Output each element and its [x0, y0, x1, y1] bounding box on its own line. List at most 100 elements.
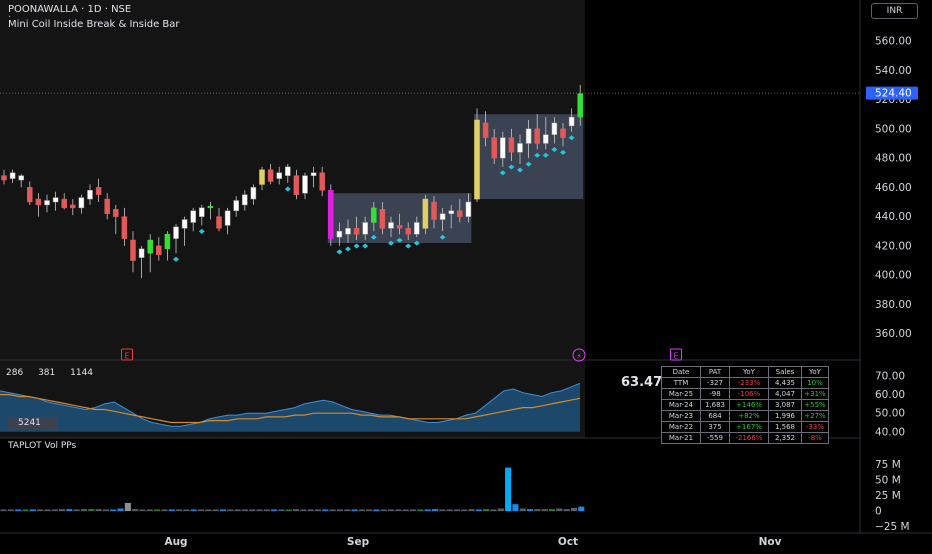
osc-value: 1144	[70, 368, 94, 378]
table-cell: -106%	[729, 388, 769, 400]
candle[interactable]	[293, 175, 300, 195]
candle[interactable]	[164, 233, 171, 250]
table-header: Sales	[768, 366, 802, 378]
candle[interactable]	[190, 210, 196, 223]
table-row: Mar-23 684 +82% 1,996 +27%	[661, 410, 829, 422]
candle[interactable]	[52, 197, 59, 203]
candle[interactable]	[138, 248, 145, 258]
table-row: Mar-22 375 +167% 1,568 -33%	[661, 421, 829, 433]
candle[interactable]	[44, 200, 50, 206]
candle[interactable]	[353, 228, 360, 235]
indicator-name[interactable]: Mini Coil Inside Break & Inside Bar	[8, 19, 180, 30]
candle[interactable]	[474, 119, 480, 200]
volume-bar	[307, 509, 314, 511]
candle[interactable]	[465, 201, 472, 217]
candle[interactable]	[328, 190, 334, 239]
inside-bar-diamond	[396, 237, 403, 243]
event-marker[interactable]: ⚡	[572, 348, 586, 362]
candle[interactable]	[27, 187, 33, 203]
candle[interactable]	[233, 200, 239, 212]
volume-bar	[73, 509, 80, 511]
candle[interactable]	[267, 169, 274, 182]
candle[interactable]	[18, 175, 24, 181]
candle[interactable]	[457, 210, 463, 217]
event-marker-label: E	[674, 352, 679, 361]
candle[interactable]	[70, 204, 76, 209]
inside-bar-diamond	[499, 170, 506, 176]
candle[interactable]	[577, 93, 583, 118]
symbol-title[interactable]: POONAWALLA · 1D · NSE	[8, 4, 132, 15]
candle[interactable]	[61, 198, 67, 209]
candle[interactable]	[405, 228, 411, 235]
candle[interactable]	[250, 187, 257, 200]
candle[interactable]	[147, 239, 153, 254]
candle[interactable]	[276, 172, 282, 179]
event-marker[interactable]: E	[670, 348, 682, 361]
candle[interactable]	[285, 166, 291, 176]
volume-bar	[256, 509, 263, 511]
candle[interactable]	[259, 169, 265, 185]
currency-button[interactable]: INR	[871, 3, 918, 19]
candle[interactable]	[156, 245, 162, 255]
candle[interactable]	[104, 198, 110, 214]
candle[interactable]	[543, 134, 549, 144]
candle[interactable]	[388, 222, 394, 229]
candle[interactable]	[9, 172, 16, 179]
candle[interactable]	[345, 228, 351, 235]
candle[interactable]	[78, 197, 85, 209]
table-header: YoY	[729, 366, 769, 378]
candle[interactable]	[525, 128, 532, 144]
volume-pane-bg	[0, 438, 585, 533]
candle[interactable]	[517, 143, 523, 153]
candle[interactable]	[568, 116, 575, 127]
candle[interactable]	[310, 172, 317, 176]
candle[interactable]	[500, 137, 506, 159]
volume-bar	[285, 509, 292, 511]
candle[interactable]	[113, 209, 119, 217]
candle[interactable]	[560, 128, 566, 138]
candle[interactable]	[130, 239, 136, 261]
table-cell: 1,568	[768, 421, 802, 433]
candle[interactable]	[414, 222, 420, 235]
candle[interactable]	[242, 194, 248, 206]
candle[interactable]	[121, 216, 128, 239]
candle[interactable]	[534, 128, 540, 144]
candle[interactable]	[371, 207, 377, 223]
candle[interactable]	[551, 122, 558, 135]
inside-bar-diamond	[551, 146, 558, 152]
table-cell: 4,047	[768, 388, 802, 400]
candle[interactable]	[199, 207, 205, 217]
candle[interactable]	[1, 175, 7, 181]
inside-bar-diamond	[560, 149, 566, 155]
volume-bar	[490, 509, 497, 511]
candle[interactable]	[396, 225, 403, 229]
event-marker[interactable]: E	[121, 348, 133, 361]
candle[interactable]	[422, 198, 429, 229]
candle[interactable]	[379, 209, 386, 229]
event-marker-ring	[572, 348, 586, 362]
candle[interactable]	[319, 172, 325, 191]
candle[interactable]	[216, 216, 222, 229]
candle[interactable]	[508, 137, 515, 153]
candle[interactable]	[336, 231, 343, 238]
candle[interactable]	[173, 226, 179, 239]
candle[interactable]	[95, 187, 102, 195]
candle[interactable]	[224, 210, 231, 226]
candle[interactable]	[448, 210, 454, 214]
candle[interactable]	[362, 222, 368, 235]
candle[interactable]	[431, 201, 437, 220]
fundamentals-table: Date PAT YoY Sales YoY TTM -327 -233% 4,…	[661, 366, 829, 444]
candle[interactable]	[181, 219, 188, 229]
volume-bar	[234, 509, 241, 511]
osc-tick-label: 60.00	[875, 389, 905, 401]
volume-indicator-name[interactable]: TAPLOT Vol PPs	[8, 441, 77, 451]
candle[interactable]	[302, 175, 308, 194]
candle[interactable]	[439, 213, 446, 220]
candle[interactable]	[207, 206, 214, 209]
candle[interactable]	[35, 198, 42, 206]
inside-bar-diamond	[542, 152, 549, 158]
candle[interactable]	[482, 122, 489, 138]
candle[interactable]	[87, 190, 93, 200]
candle[interactable]	[491, 137, 497, 159]
